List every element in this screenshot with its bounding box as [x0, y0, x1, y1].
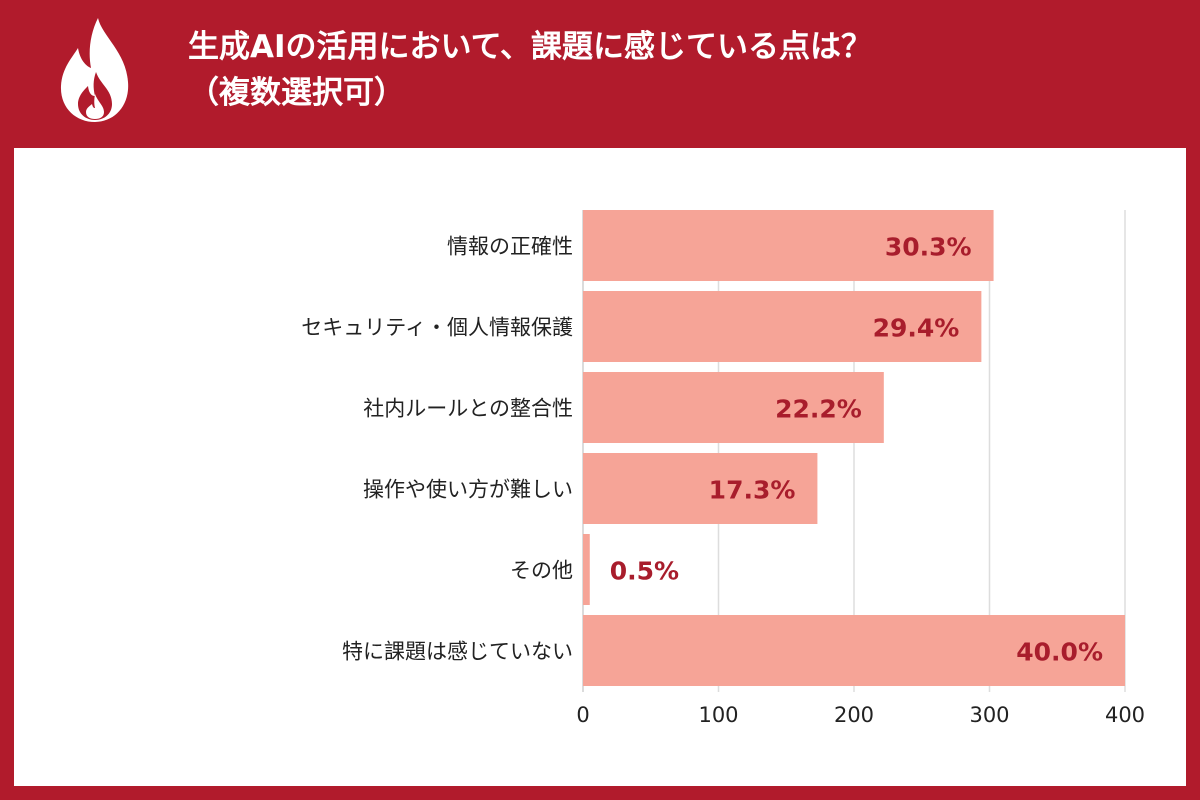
value-label: 17.3%	[709, 476, 796, 505]
bar	[583, 534, 590, 605]
value-label: 29.4%	[873, 314, 960, 343]
value-label: 22.2%	[775, 395, 862, 424]
x-tick-label: 100	[698, 703, 738, 727]
bar	[583, 453, 818, 524]
category-label: セキュリティ・個人情報保護	[301, 316, 573, 340]
category-label: 社内ルールとの整合性	[363, 397, 573, 421]
chart-title: 生成AIの活用において、課題に感じている点は？ （複数選択可）	[188, 24, 872, 116]
bar	[583, 291, 982, 362]
x-tick-label: 400	[1105, 703, 1145, 727]
category-label: 情報の正確性	[447, 235, 573, 259]
bar	[583, 372, 884, 443]
category-label: 操作や使い方が難しい	[363, 478, 573, 502]
category-label: 特に課題は感じていない	[342, 640, 573, 664]
x-tick-label: 0	[576, 703, 589, 727]
bar	[583, 210, 994, 281]
value-label: 0.5%	[610, 557, 679, 586]
category-label: その他	[510, 559, 573, 583]
title-line1: 生成AIの活用において、課題に感じている点は？	[188, 29, 873, 65]
chart-panel: 情報の正確性 30.3% セキュリティ・個人情報保護 29.4% 社内ルールとの整合性 2…	[14, 148, 1186, 786]
bar-chart: 情報の正確性 30.3% セキュリティ・個人情報保護 29.4% 社内ルールとの整合性 2…	[301, 210, 1145, 727]
value-label: 30.3%	[885, 233, 972, 262]
value-label: 40.0%	[1016, 638, 1103, 667]
flame-icon	[60, 18, 129, 122]
title-line2: （複数選択可）	[188, 75, 405, 111]
x-tick-label: 300	[969, 703, 1009, 727]
bar	[583, 615, 1125, 686]
header-banner: 生成AIの活用において、課題に感じている点は？ （複数選択可）	[0, 0, 1200, 148]
x-tick-label: 200	[834, 703, 874, 727]
